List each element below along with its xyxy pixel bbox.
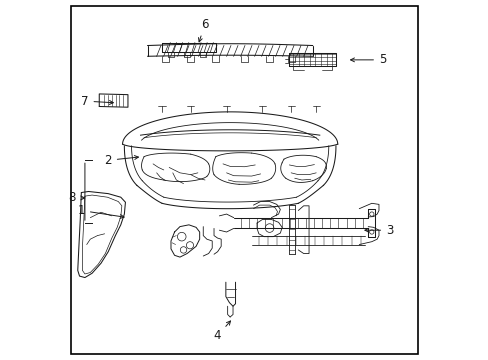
Text: 4: 4 xyxy=(213,321,230,342)
Text: 8: 8 xyxy=(68,192,84,204)
Text: 6: 6 xyxy=(198,18,208,42)
Text: 2: 2 xyxy=(104,154,138,167)
Text: 3: 3 xyxy=(364,224,393,237)
Text: 1: 1 xyxy=(77,204,124,219)
Text: 7: 7 xyxy=(81,95,113,108)
Text: 5: 5 xyxy=(350,53,386,66)
